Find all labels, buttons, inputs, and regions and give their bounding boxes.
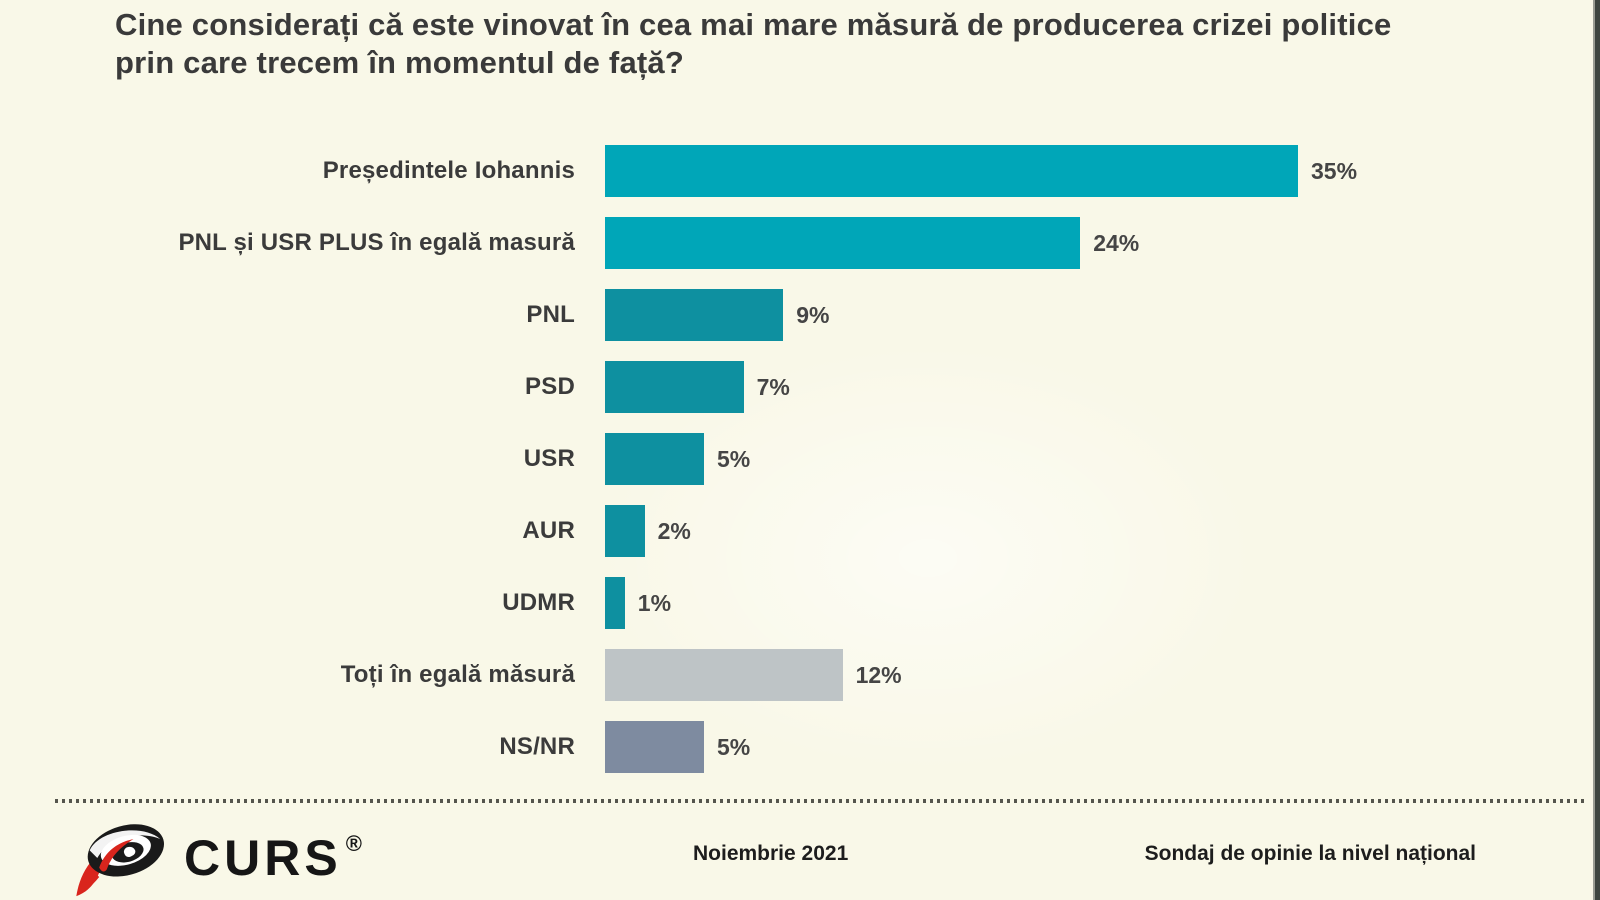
bar-value: 7% bbox=[756, 373, 790, 400]
window-right-edge bbox=[1593, 0, 1600, 900]
bar-label: NS/NR bbox=[499, 733, 575, 760]
bar-track: 24% bbox=[605, 217, 1586, 269]
chart-title: Cine considerați că este vinovat în cea … bbox=[115, 7, 1392, 80]
bar-value: 12% bbox=[855, 661, 902, 688]
bar-row: PNL 9% bbox=[0, 289, 1586, 341]
curs-logo-text: CURS bbox=[184, 830, 342, 886]
bar bbox=[605, 577, 625, 629]
bar bbox=[605, 505, 645, 557]
bar-label: Toți în egală măsură bbox=[340, 661, 575, 688]
bar-row: NS/NR 5% bbox=[0, 721, 1586, 773]
survey-scope-note: Sondaj de opinie la nivel național bbox=[1144, 842, 1476, 865]
bar bbox=[605, 361, 744, 413]
bar-label: PNL și USR PLUS în egală masură bbox=[178, 229, 575, 256]
bar-value: 5% bbox=[717, 445, 751, 472]
bar-value: 2% bbox=[657, 517, 691, 544]
bar-row: AUR 2% bbox=[0, 505, 1586, 557]
curs-logo: CURS ® bbox=[68, 818, 362, 898]
dotted-divider bbox=[55, 799, 1587, 803]
bar bbox=[605, 649, 843, 701]
curs-logo-icon bbox=[76, 824, 165, 897]
bar bbox=[605, 145, 1298, 197]
bar-value: 5% bbox=[717, 733, 751, 760]
bar-label: PSD bbox=[525, 373, 575, 400]
bar-track: 7% bbox=[605, 361, 1586, 413]
bar-value: 1% bbox=[637, 589, 672, 616]
bar-label: AUR bbox=[522, 517, 575, 544]
bar-row: Președintele Iohannis 35% bbox=[0, 145, 1586, 197]
bar-label: PNL bbox=[526, 301, 575, 328]
bar-track: 5% bbox=[605, 721, 1586, 773]
bar bbox=[605, 217, 1081, 269]
bar bbox=[605, 433, 704, 485]
bar-row: USR 5% bbox=[0, 433, 1586, 485]
bar-value: 9% bbox=[796, 301, 830, 328]
bar-value: 24% bbox=[1093, 229, 1140, 256]
bar bbox=[605, 721, 704, 773]
bar-row: PSD 7% bbox=[0, 361, 1586, 413]
registered-trademark-icon: ® bbox=[345, 831, 362, 856]
bar-row: PNL și USR PLUS în egală masură 24% bbox=[0, 217, 1586, 269]
bar-row: Toți în egală măsură 12% bbox=[0, 649, 1586, 701]
bar-track: 1% bbox=[605, 577, 1586, 629]
bar-label: USR bbox=[523, 445, 575, 472]
bar-track: 5% bbox=[605, 433, 1586, 485]
footer: CURS ® Noiembrie 2021 Sondaj de opinie l… bbox=[0, 812, 1586, 900]
bar-track: 12% bbox=[605, 649, 1586, 701]
bar-value: 35% bbox=[1311, 157, 1358, 184]
survey-date: Noiembrie 2021 bbox=[693, 842, 849, 865]
bar-row: UDMR 1% bbox=[0, 577, 1586, 629]
bar-track: 35% bbox=[605, 145, 1586, 197]
bar-track: 9% bbox=[605, 289, 1586, 341]
bar-label: UDMR bbox=[502, 589, 575, 616]
bar-chart: Președintele Iohannis 35% PNL și USR PLUS … bbox=[0, 145, 1586, 773]
bar-label: Președintele Iohannis bbox=[322, 157, 575, 184]
bar-track: 2% bbox=[605, 505, 1586, 557]
bar bbox=[605, 289, 784, 341]
